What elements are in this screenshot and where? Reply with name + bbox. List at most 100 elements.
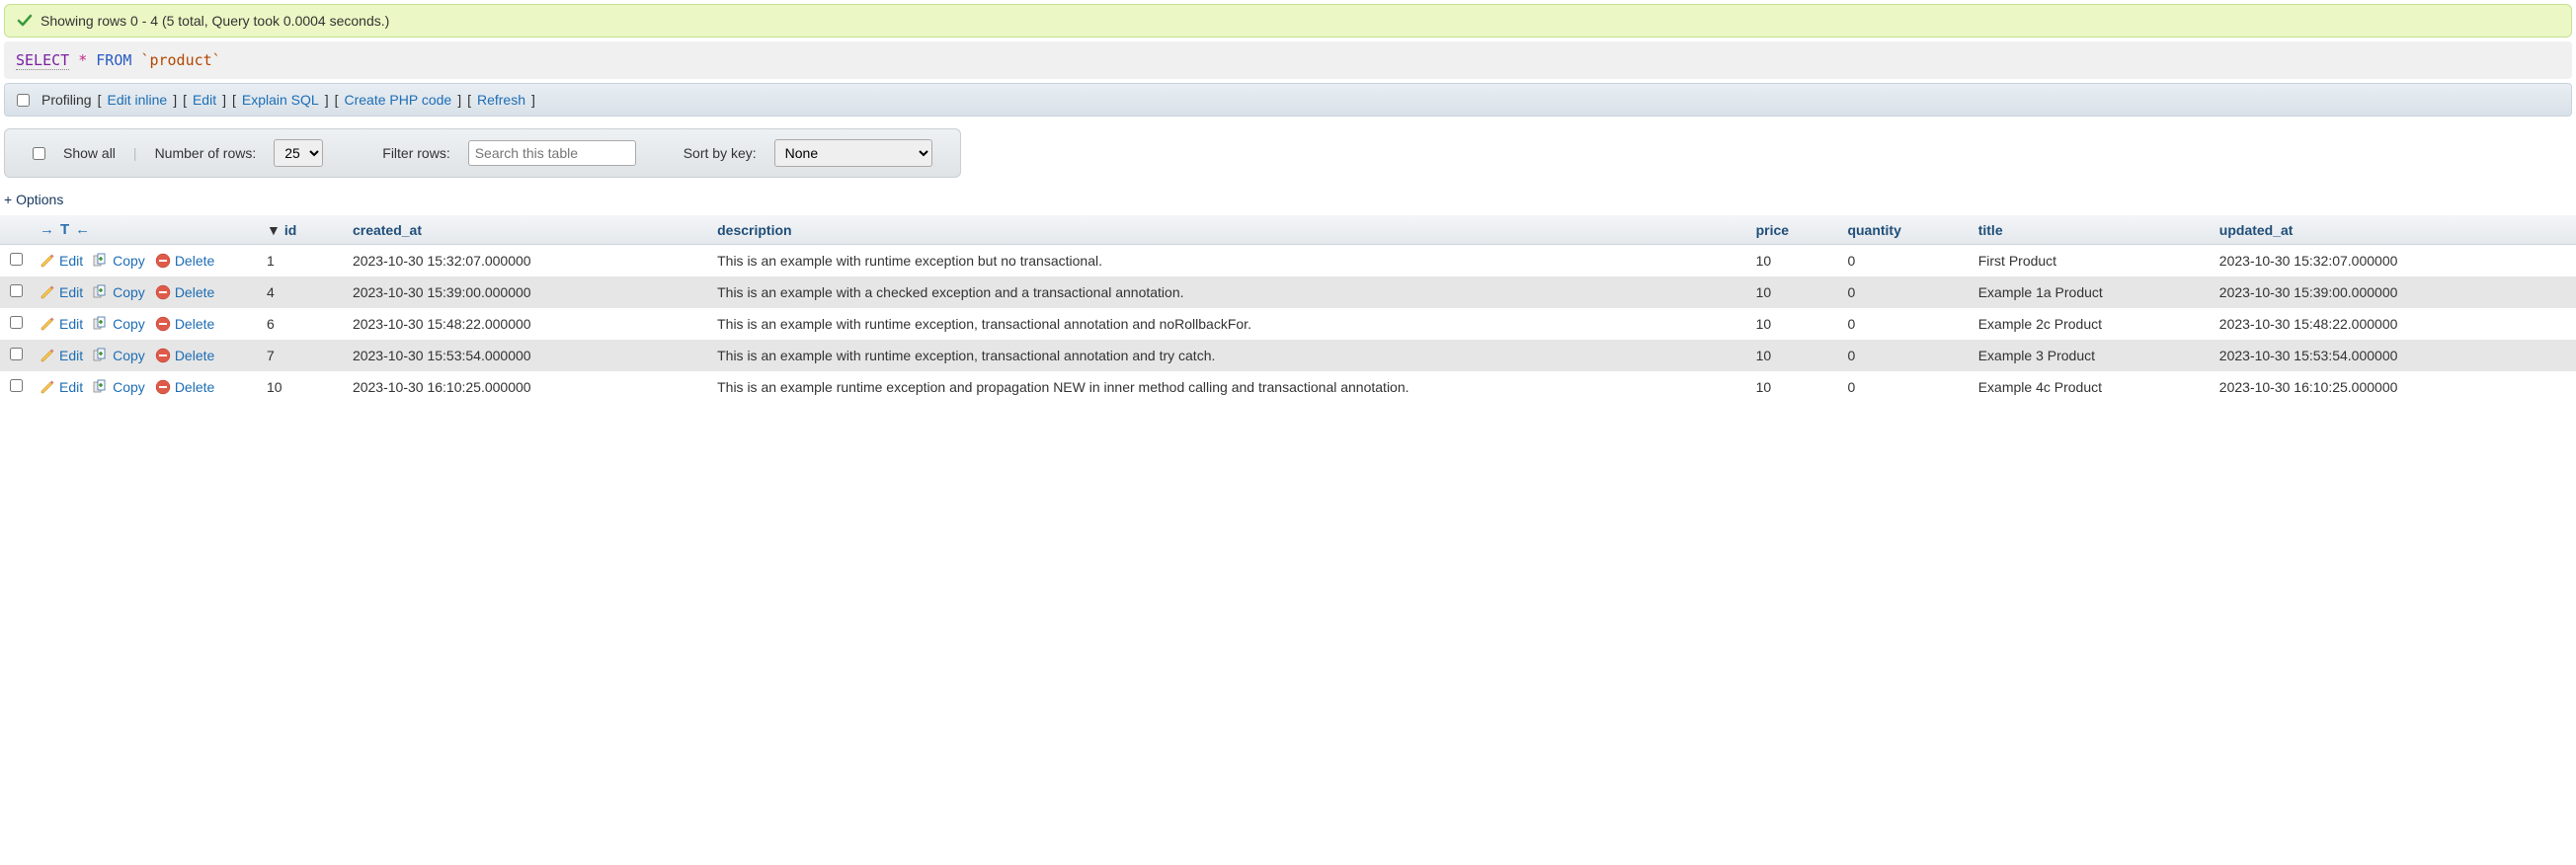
arrow-right-icon[interactable]: → [40,221,54,238]
delete-icon [155,253,171,269]
copy-icon [93,253,109,269]
pencil-icon [40,379,55,395]
pencil-icon [40,316,55,332]
explain-sql-link[interactable]: Explain SQL [242,92,319,108]
text-tool-icon[interactable]: T [60,221,69,238]
copy-row-link[interactable]: Copy [93,284,145,300]
cell-price: 10 [1748,276,1840,308]
cell-updated-at: 2023-10-30 15:32:07.000000 [2212,245,2576,277]
cell-quantity: 0 [1839,245,1970,277]
sql-star: * [78,51,87,69]
create-php-link[interactable]: Create PHP code [344,92,451,108]
delete-row-link[interactable]: Delete [155,316,214,332]
delete-icon [155,348,171,363]
cell-quantity: 0 [1839,371,1970,403]
cell-title: First Product [1971,245,2212,277]
table-row: EditCopyDelete12023-10-30 15:32:07.00000… [0,245,2576,277]
column-header-price[interactable]: price [1748,215,1840,245]
num-rows-label: Number of rows: [155,145,257,161]
delete-label: Delete [175,316,214,332]
cell-created-at: 2023-10-30 15:53:54.000000 [345,340,709,371]
delete-row-link[interactable]: Delete [155,284,214,300]
cell-description: This is an example runtime exception and… [709,371,1747,403]
column-header-created-at[interactable]: created_at [345,215,709,245]
pencil-icon [40,348,55,363]
sort-caret-icon: ▼ [267,222,281,238]
cell-price: 10 [1748,371,1840,403]
show-all-checkbox[interactable] [33,147,45,160]
num-rows-select[interactable]: 25 [274,139,323,167]
cell-title: Example 1a Product [1971,276,2212,308]
copy-row-link[interactable]: Copy [93,379,145,395]
edit-row-link[interactable]: Edit [40,253,83,269]
cell-updated-at: 2023-10-30 15:39:00.000000 [2212,276,2576,308]
cell-id: 7 [259,340,345,371]
sql-query-display: SELECT * FROM `product` [4,41,2572,79]
cell-created-at: 2023-10-30 15:48:22.000000 [345,308,709,340]
edit-label: Edit [59,348,83,363]
table-controls-bar: Show all | Number of rows: 25 Filter row… [4,128,961,178]
column-header-quantity[interactable]: quantity [1839,215,1970,245]
copy-label: Copy [113,316,145,332]
copy-row-link[interactable]: Copy [93,253,145,269]
row-checkbox[interactable] [10,316,23,329]
filter-rows-label: Filter rows: [382,145,449,161]
copy-icon [93,379,109,395]
edit-label: Edit [59,316,83,332]
column-header-title[interactable]: title [1971,215,2212,245]
copy-row-link[interactable]: Copy [93,316,145,332]
table-row: EditCopyDelete62023-10-30 15:48:22.00000… [0,308,2576,340]
table-row: EditCopyDelete42023-10-30 15:39:00.00000… [0,276,2576,308]
edit-row-link[interactable]: Edit [40,348,83,363]
column-header-description[interactable]: description [709,215,1747,245]
success-check-icon [17,13,33,29]
edit-inline-link[interactable]: Edit inline [107,92,167,108]
row-checkbox[interactable] [10,348,23,360]
table-header-row: → T ← ▼id created_at description price q… [0,215,2576,245]
copy-icon [93,348,109,363]
cell-quantity: 0 [1839,276,1970,308]
cell-title: Example 3 Product [1971,340,2212,371]
results-table: → T ← ▼id created_at description price q… [0,215,2576,403]
sort-by-key-select[interactable]: None [774,139,932,167]
row-checkbox[interactable] [10,253,23,266]
copy-label: Copy [113,348,145,363]
cell-description: This is an example with runtime exceptio… [709,245,1747,277]
profiling-checkbox[interactable] [17,94,30,107]
delete-icon [155,316,171,332]
edit-row-link[interactable]: Edit [40,316,83,332]
edit-link[interactable]: Edit [193,92,216,108]
cell-created-at: 2023-10-30 15:39:00.000000 [345,276,709,308]
header-checkbox-cell [0,215,32,245]
options-toggle[interactable]: + Options [4,192,2572,207]
copy-label: Copy [113,253,145,269]
refresh-link[interactable]: Refresh [477,92,525,108]
copy-row-link[interactable]: Copy [93,348,145,363]
cell-updated-at: 2023-10-30 15:48:22.000000 [2212,308,2576,340]
edit-row-link[interactable]: Edit [40,379,83,395]
delete-row-link[interactable]: Delete [155,253,214,269]
query-success-banner: Showing rows 0 - 4 (5 total, Query took … [4,4,2572,38]
row-checkbox[interactable] [10,379,23,392]
cell-updated-at: 2023-10-30 15:53:54.000000 [2212,340,2576,371]
cell-price: 10 [1748,340,1840,371]
delete-row-link[interactable]: Delete [155,379,214,395]
cell-description: This is an example with runtime exceptio… [709,340,1747,371]
cell-updated-at: 2023-10-30 16:10:25.000000 [2212,371,2576,403]
arrow-left-icon[interactable]: ← [75,221,90,238]
sql-keyword-select: SELECT [16,51,69,70]
cell-id: 4 [259,276,345,308]
cell-title: Example 4c Product [1971,371,2212,403]
cell-id: 6 [259,308,345,340]
filter-rows-input[interactable] [468,140,636,166]
edit-row-link[interactable]: Edit [40,284,83,300]
row-checkbox[interactable] [10,284,23,297]
edit-label: Edit [59,253,83,269]
column-header-updated-at[interactable]: updated_at [2212,215,2576,245]
pencil-icon [40,284,55,300]
cell-quantity: 0 [1839,340,1970,371]
query-actions-bar: Profiling [ Edit inline ] [ Edit ] [ Exp… [4,83,2572,117]
cell-description: This is an example with a checked except… [709,276,1747,308]
delete-row-link[interactable]: Delete [155,348,214,363]
column-header-id[interactable]: ▼id [259,215,345,245]
